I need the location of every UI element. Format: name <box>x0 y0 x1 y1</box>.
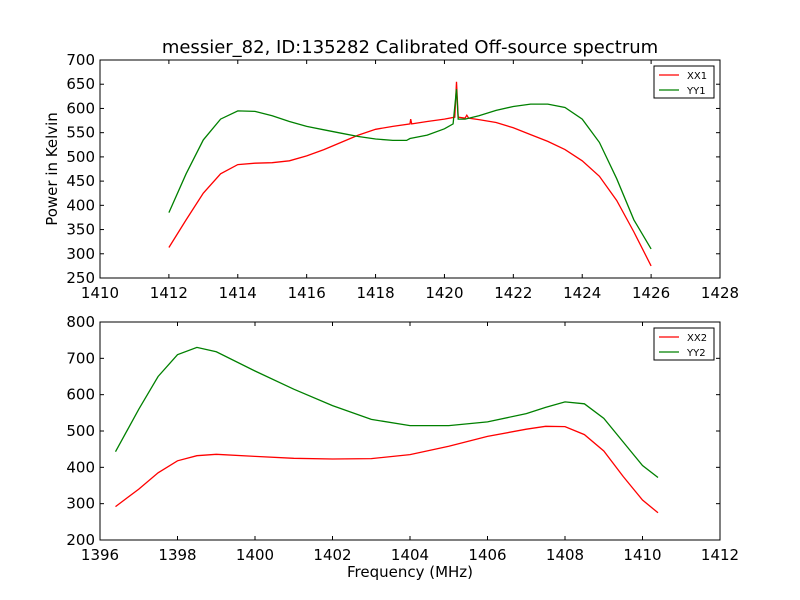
legend-label: YY1 <box>686 86 706 97</box>
legend-box <box>653 65 715 99</box>
y-tick-label: 650 <box>66 75 95 93</box>
x-tick-label: 1410 <box>81 284 119 302</box>
x-tick-label: 1424 <box>563 284 601 302</box>
series-line-XX2 <box>115 425 659 514</box>
series-line-XX1 <box>168 81 652 267</box>
y-axis-label: Power in Kelvin <box>43 112 61 226</box>
x-tick-label: 1396 <box>81 546 119 564</box>
y-tick-label: 250 <box>66 269 95 287</box>
chart-title: messier_82, ID:135282 Calibrated Off-sou… <box>162 37 658 58</box>
y-tick-label: 500 <box>66 148 95 166</box>
x-tick-label: 1418 <box>356 284 394 302</box>
x-tick-label: 1398 <box>158 546 196 564</box>
y-tick-label: 700 <box>66 349 95 367</box>
legend-box <box>653 327 715 361</box>
series-line-YY1 <box>168 89 652 250</box>
x-tick-label: 1402 <box>313 546 351 564</box>
y-tick-label: 350 <box>66 221 95 239</box>
x-tick-label: 1412 <box>150 284 188 302</box>
y-tick-label: 300 <box>66 245 95 263</box>
y-tick-label: 550 <box>66 124 95 142</box>
x-tick-label: 1412 <box>701 546 739 564</box>
y-tick-label: 600 <box>66 386 95 404</box>
y-tick-label: 400 <box>66 196 95 214</box>
top-axes: 1410 1412 1414 1416 1418 1420 1422 1424 1426 1428… <box>66 51 739 302</box>
y-tick-label: 400 <box>66 458 95 476</box>
x-tick-label: 1400 <box>236 546 274 564</box>
x-tick-label: 1426 <box>632 284 670 302</box>
x-tick-label: 1404 <box>391 546 429 564</box>
x-tick-label: 1410 <box>623 546 661 564</box>
axes-frame <box>99 59 721 279</box>
y-tick-label: 600 <box>66 99 95 117</box>
x-axis-label: Frequency (MHz) <box>347 563 473 581</box>
x-tick-label: 1416 <box>288 284 326 302</box>
y-tick-label: 800 <box>66 313 95 331</box>
x-tick-label: 1414 <box>219 284 257 302</box>
x-tick-label: 1406 <box>468 546 506 564</box>
series-line-YY2 <box>114 346 659 479</box>
y-tick-label: 200 <box>66 531 95 549</box>
y-tick-label: 450 <box>66 172 95 190</box>
legend-label: YY2 <box>686 348 706 359</box>
y-tick-label: 300 <box>66 495 95 513</box>
x-tick-label: 1422 <box>494 284 532 302</box>
x-tick-label: 1408 <box>546 546 584 564</box>
bottom-axes: 1396 1398 1400 1402 1404 1406 1408 1410 1412 200 3… <box>66 313 739 564</box>
x-tick-label: 1428 <box>701 284 739 302</box>
axes-frame <box>99 321 721 541</box>
y-tick-label: 500 <box>66 422 95 440</box>
legend-label: XX1 <box>687 71 707 82</box>
legend-label: XX2 <box>687 333 707 344</box>
x-tick-label: 1420 <box>425 284 463 302</box>
y-tick-label: 700 <box>66 51 95 69</box>
